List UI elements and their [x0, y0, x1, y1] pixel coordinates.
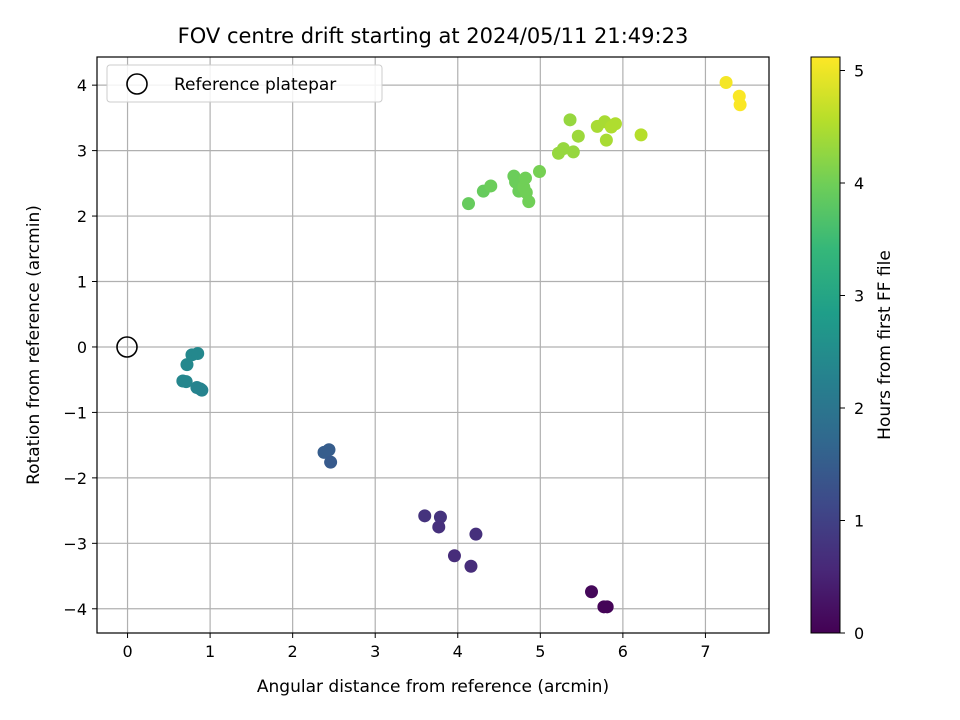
data-point	[447, 549, 461, 563]
colorbar-tick-label: 1	[854, 512, 864, 531]
data-points	[176, 76, 747, 614]
grid	[97, 57, 769, 633]
colorbar: 0 1 2 3 4 5 Hours from first FF file	[810, 56, 895, 643]
data-point	[599, 133, 613, 147]
legend-marker-icon	[126, 73, 148, 95]
colorbar-ticks: 0 1 2 3 4 5	[840, 62, 864, 643]
data-point	[556, 142, 570, 156]
colorbar-frame	[810, 56, 841, 634]
chart-title: FOV centre drift starting at 2024/05/11 …	[178, 24, 689, 48]
colorbar-gradient	[811, 57, 840, 633]
x-tick-label: 5	[535, 642, 545, 661]
y-tick-label: 2	[77, 207, 87, 226]
reference-marker	[116, 336, 138, 358]
x-tick-label: 0	[122, 642, 132, 661]
data-point	[585, 585, 599, 599]
data-point	[532, 165, 546, 179]
data-point	[324, 455, 338, 469]
data-point	[600, 600, 614, 614]
data-point	[719, 76, 733, 90]
legend-box	[106, 64, 383, 103]
axis-ticks: 0 1 2 3 4 5 6 7 −4 −3 −2 −1 0 1 2 3 4	[63, 76, 710, 661]
x-tick-label: 1	[205, 642, 215, 661]
y-tick-label: −1	[63, 403, 87, 422]
data-point	[563, 113, 577, 127]
legend-label: Reference platepar	[174, 75, 336, 95]
data-point	[518, 171, 532, 185]
data-point	[571, 129, 585, 143]
y-tick-label: −4	[63, 600, 87, 619]
x-tick-label: 6	[618, 642, 628, 661]
colorbar-tick-label: 3	[854, 287, 864, 306]
colorbar-tick-label: 4	[854, 174, 864, 193]
y-tick-label: 4	[77, 76, 87, 95]
colorbar-label: Hours from first FF file	[875, 250, 895, 440]
colorbar-tick-label: 2	[854, 399, 864, 418]
data-point	[322, 443, 336, 457]
x-tick-label: 4	[453, 642, 463, 661]
y-tick-label: 0	[77, 338, 87, 357]
y-tick-label: 1	[77, 273, 87, 292]
data-point	[432, 520, 446, 534]
colorbar-tick-label: 0	[854, 624, 864, 643]
data-point	[193, 382, 207, 396]
data-point	[464, 559, 478, 573]
legend: Reference platepar	[106, 64, 383, 103]
data-point	[191, 347, 205, 361]
y-tick-label: −3	[63, 534, 87, 553]
x-tick-label: 3	[370, 642, 380, 661]
data-point	[733, 98, 747, 112]
x-tick-label: 2	[288, 642, 298, 661]
data-point	[634, 128, 648, 142]
y-axis-label: Rotation from reference (arcmin)	[24, 205, 44, 485]
x-tick-label: 7	[700, 642, 710, 661]
y-tick-label: −2	[63, 469, 87, 488]
colorbar-tick-label: 5	[854, 62, 864, 81]
y-tick-label: 3	[77, 142, 87, 161]
plot-frame	[96, 56, 770, 634]
data-point	[418, 509, 432, 523]
data-point	[608, 117, 622, 131]
data-point	[469, 527, 483, 541]
data-point	[179, 375, 193, 389]
data-point	[433, 510, 447, 524]
data-point	[180, 358, 194, 372]
data-point	[484, 179, 498, 193]
data-point	[461, 197, 475, 211]
data-point	[566, 145, 580, 159]
data-point	[522, 195, 536, 209]
x-axis-label: Angular distance from reference (arcmin)	[257, 677, 609, 697]
